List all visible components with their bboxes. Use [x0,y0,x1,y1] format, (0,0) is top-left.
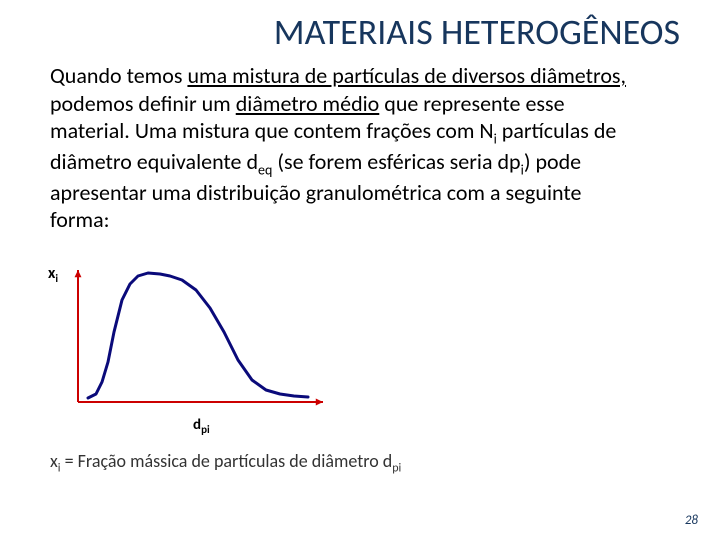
x-axis-label: dpi [193,416,210,436]
caption-fragment: x [50,450,58,472]
text-fragment: (se forem esféricas seria dp [272,148,520,175]
subscript: eq [258,161,272,178]
caption-sub: pi [392,461,401,475]
underlined-text: uma mistura de partículas de diversos di… [187,62,626,89]
distribution-chart: xi dpi [68,262,348,432]
y-axis-label-sub: i [55,272,58,285]
page-number: 28 [685,513,698,528]
chart-caption: xi = Fração mássica de partículas de diâ… [50,450,690,476]
body-paragraph: Quando temos uma mistura de partículas d… [50,62,640,234]
text-fragment: podemos definir um [50,90,236,117]
page-title: MATERIAIS HETEROGÊNEOS [50,10,690,54]
y-axis-label: xi [48,264,58,285]
chart-svg [68,262,328,412]
underlined-text: diâmetro médio [236,90,380,117]
slide-container: MATERIAIS HETEROGÊNEOS Quando temos uma … [0,0,720,540]
caption-fragment: = Fração mássica de partículas de diâmet… [61,450,393,472]
text-fragment: Quando temos [50,62,187,89]
x-axis-label-sub: pi [201,423,210,436]
x-axis-label-main: d [193,416,201,434]
